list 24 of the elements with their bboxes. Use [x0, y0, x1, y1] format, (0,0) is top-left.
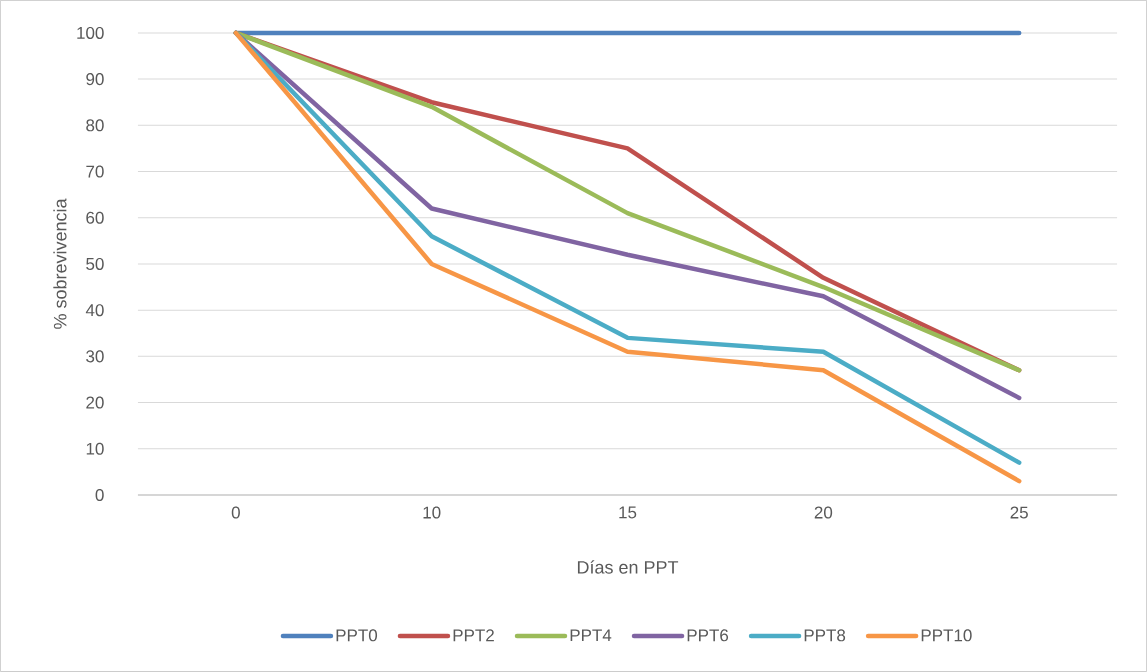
y-tick-label: 60 — [86, 211, 104, 224]
y-tick-label: 80 — [86, 119, 104, 132]
x-tick-label: 20 — [814, 506, 833, 519]
y-axis-title: % sobrevivencia — [53, 198, 67, 329]
legend-label: PPT6 — [687, 629, 729, 642]
legend-label: PPT10 — [921, 629, 972, 642]
legend-label: PPT0 — [336, 629, 378, 642]
y-tick-label: 10 — [86, 442, 104, 455]
x-tick-label: 15 — [619, 506, 637, 519]
legend-label: PPT2 — [453, 629, 494, 642]
y-tick-label: 0 — [95, 489, 104, 502]
x-tick-label: 25 — [1010, 506, 1028, 519]
legend-label: PPT8 — [804, 629, 846, 642]
y-tick-label: 100 — [77, 26, 104, 39]
y-tick-label: 30 — [86, 350, 104, 363]
legend-label: PPT4 — [570, 629, 612, 642]
x-tick-label: 0 — [231, 506, 240, 519]
x-axis-title: Días en PPT — [577, 560, 679, 574]
x-tick-label: 10 — [423, 506, 441, 519]
y-tick-label: 50 — [86, 257, 104, 271]
y-tick-label: 40 — [85, 304, 104, 317]
y-tick-label: 70 — [86, 165, 104, 178]
y-tick-label: 20 — [86, 396, 104, 409]
y-tick-label: 90 — [86, 73, 104, 86]
